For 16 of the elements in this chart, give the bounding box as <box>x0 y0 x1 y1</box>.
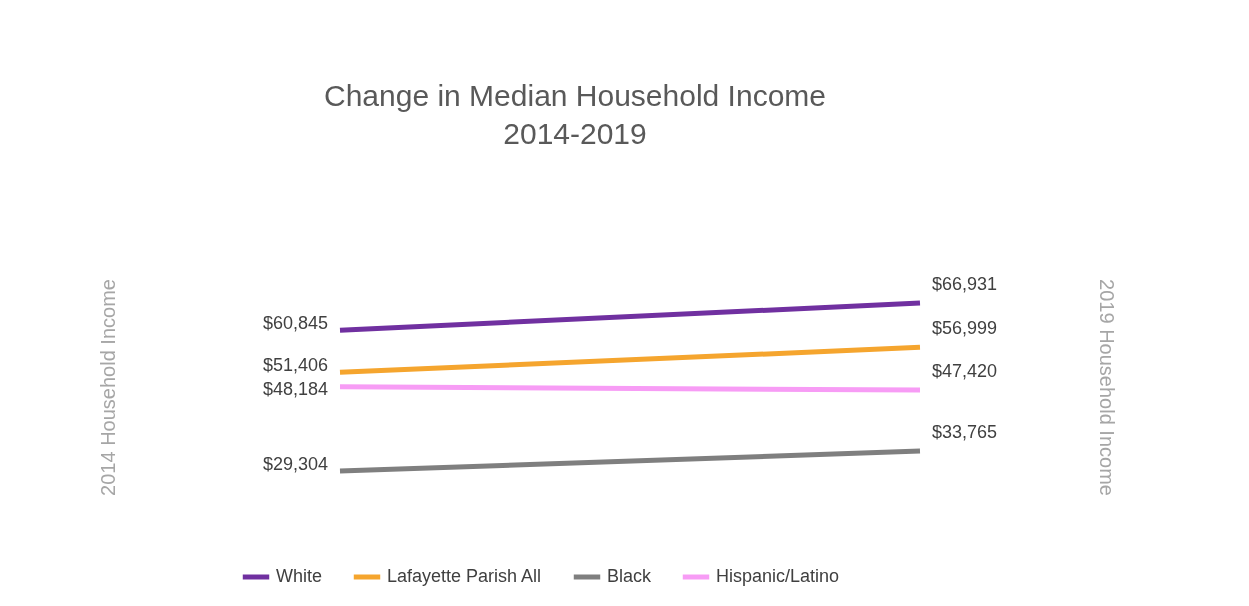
y2-axis-title: 2019 Household Income <box>1095 279 1118 496</box>
legend-label: Hispanic/Latino <box>716 566 840 586</box>
data-label: $33,765 <box>932 422 998 443</box>
y-axis-title: 2014 Household Income <box>96 279 119 496</box>
data-label: $51,406 <box>262 355 328 376</box>
data-label: $48,184 <box>262 379 328 400</box>
legend-label: White <box>276 566 323 586</box>
legend-label: Lafayette Parish All <box>387 566 542 586</box>
data-label: $29,304 <box>262 454 328 474</box>
data-label: $60,845 <box>262 313 328 334</box>
data-label: $47,420 <box>932 361 998 382</box>
legend-label: Black <box>607 566 653 586</box>
chart-subtitle: 2014-2019 <box>503 117 647 150</box>
data-label: $66,931 <box>932 274 998 294</box>
data-label: $56,999 <box>932 318 998 339</box>
chart-title: Change in Median Household Income <box>324 79 826 112</box>
